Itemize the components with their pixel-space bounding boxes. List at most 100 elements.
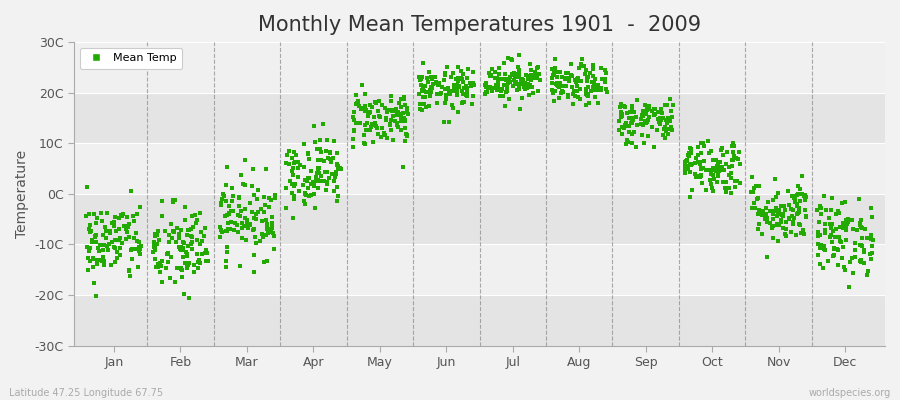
Point <box>751 226 765 233</box>
Point <box>258 217 273 224</box>
Point <box>774 217 788 224</box>
Point <box>363 109 377 115</box>
Point <box>595 75 609 82</box>
Point <box>413 101 428 107</box>
Point <box>104 239 119 246</box>
Point <box>527 75 542 82</box>
Point <box>448 84 463 90</box>
Point <box>284 155 299 161</box>
Point <box>304 180 319 187</box>
Point <box>638 118 652 124</box>
Point <box>744 188 759 195</box>
Point <box>322 148 337 155</box>
Point <box>816 264 831 271</box>
Point <box>567 88 581 94</box>
Point <box>366 139 381 145</box>
Point <box>234 172 248 178</box>
Point <box>361 113 375 119</box>
Point <box>159 265 174 272</box>
Point <box>772 207 787 214</box>
Point <box>848 247 862 253</box>
Point <box>665 127 680 134</box>
Point <box>598 86 613 92</box>
Point <box>231 203 246 209</box>
Point <box>465 80 480 86</box>
Point <box>256 258 271 265</box>
Point <box>196 232 211 239</box>
Point <box>349 100 364 107</box>
Point <box>186 262 201 268</box>
Point <box>562 78 576 84</box>
Point <box>180 251 194 258</box>
Point <box>829 226 843 232</box>
Point <box>729 155 743 161</box>
Point <box>768 176 782 183</box>
Point <box>814 242 828 248</box>
Point <box>238 157 252 164</box>
Point <box>247 252 261 258</box>
Point <box>787 215 801 222</box>
Point <box>357 132 372 138</box>
Point <box>436 77 451 84</box>
Point <box>233 263 248 270</box>
Point <box>168 279 183 286</box>
Point <box>226 193 240 199</box>
Point <box>465 69 480 76</box>
Point <box>572 78 586 84</box>
Point <box>551 83 565 90</box>
Point <box>315 121 329 128</box>
Point <box>762 208 777 215</box>
Point <box>615 114 629 121</box>
Point <box>798 196 813 203</box>
Point <box>386 112 400 119</box>
Point <box>622 123 636 130</box>
Point <box>663 108 678 115</box>
Point <box>480 89 494 95</box>
Point <box>776 211 790 217</box>
Point <box>166 228 181 235</box>
Point <box>134 243 148 249</box>
Point <box>155 258 169 265</box>
Point <box>545 72 560 79</box>
Point <box>786 220 800 227</box>
Point <box>297 141 311 148</box>
Point <box>411 91 426 97</box>
Point <box>835 254 850 261</box>
Point <box>467 82 482 89</box>
Point <box>498 102 512 109</box>
Point <box>249 211 264 217</box>
Point <box>236 181 250 187</box>
Point <box>291 159 305 165</box>
Point <box>770 238 785 244</box>
Point <box>121 224 135 230</box>
Point <box>508 70 522 77</box>
Point <box>265 214 279 220</box>
Point <box>123 187 138 194</box>
Point <box>642 103 656 109</box>
Point <box>220 226 235 232</box>
Point <box>87 232 102 239</box>
Point <box>590 87 604 93</box>
Point <box>760 198 775 205</box>
Point <box>598 69 613 76</box>
Point <box>396 96 410 102</box>
Point <box>309 178 323 184</box>
Point <box>95 242 110 248</box>
Point <box>860 272 875 278</box>
Point <box>82 211 96 217</box>
Point <box>195 251 210 258</box>
Point <box>427 81 441 87</box>
Point <box>122 221 136 227</box>
Point <box>857 249 871 256</box>
Point <box>86 256 100 263</box>
Point <box>618 104 633 110</box>
Point <box>730 178 744 185</box>
Point <box>818 230 832 236</box>
Point <box>832 237 847 244</box>
Point <box>811 240 825 247</box>
Point <box>862 251 877 257</box>
Point <box>615 123 629 130</box>
Point <box>380 135 394 142</box>
Point <box>299 192 313 198</box>
Point <box>167 197 182 204</box>
